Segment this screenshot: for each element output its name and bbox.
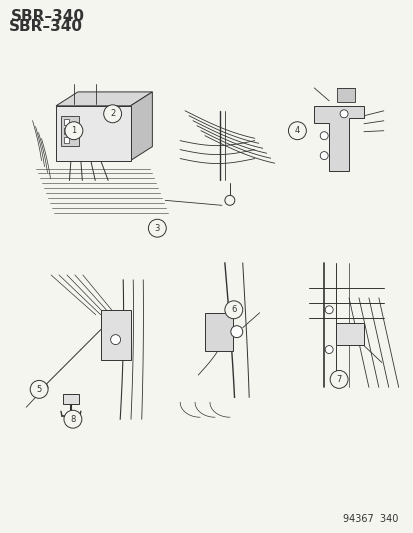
Text: 6: 6 xyxy=(230,305,236,314)
Bar xyxy=(56,106,130,160)
Bar xyxy=(64,128,69,134)
Text: 7: 7 xyxy=(336,375,341,384)
Bar xyxy=(335,322,363,345)
Circle shape xyxy=(230,326,242,337)
Circle shape xyxy=(40,383,48,391)
Circle shape xyxy=(224,301,242,319)
Circle shape xyxy=(320,151,328,159)
Circle shape xyxy=(325,345,332,353)
Polygon shape xyxy=(313,106,363,171)
Text: 4: 4 xyxy=(294,126,299,135)
Text: 3: 3 xyxy=(154,224,160,233)
Bar xyxy=(61,116,78,146)
Bar xyxy=(63,394,78,404)
Text: SBR–340: SBR–340 xyxy=(9,19,83,34)
Polygon shape xyxy=(56,92,152,106)
Bar xyxy=(204,313,232,351)
Circle shape xyxy=(30,381,48,398)
Circle shape xyxy=(110,335,120,345)
Bar xyxy=(100,310,130,360)
Circle shape xyxy=(64,410,82,428)
Circle shape xyxy=(65,122,83,140)
Bar xyxy=(336,88,354,102)
Bar xyxy=(64,119,69,125)
Circle shape xyxy=(325,306,332,314)
Text: 94367  340: 94367 340 xyxy=(342,514,398,523)
Circle shape xyxy=(320,132,328,140)
Text: 8: 8 xyxy=(70,415,76,424)
Bar xyxy=(64,136,69,143)
Circle shape xyxy=(288,122,306,140)
Text: 2: 2 xyxy=(110,109,115,118)
Polygon shape xyxy=(130,92,152,160)
Circle shape xyxy=(339,110,347,118)
Circle shape xyxy=(224,196,234,205)
Circle shape xyxy=(103,105,121,123)
Text: SBR–340: SBR–340 xyxy=(11,10,85,25)
Text: 1: 1 xyxy=(71,126,76,135)
Circle shape xyxy=(148,219,166,237)
Text: 5: 5 xyxy=(36,385,42,394)
Circle shape xyxy=(330,370,347,389)
